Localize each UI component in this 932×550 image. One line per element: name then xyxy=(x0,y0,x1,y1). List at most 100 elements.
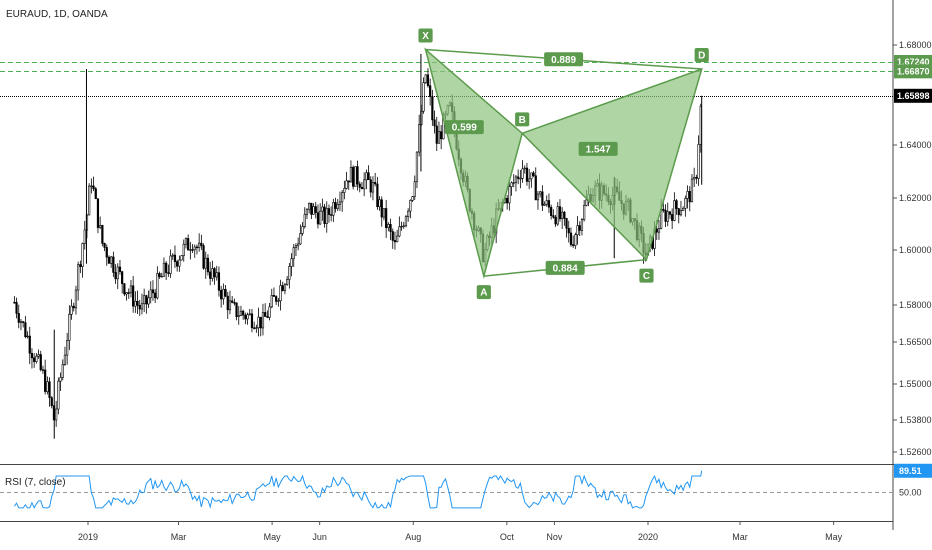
candle-body xyxy=(534,175,537,201)
time-tick-label: 2019 xyxy=(78,532,98,542)
candle-body xyxy=(354,166,357,187)
price-axis[interactable]: 1.68000 1.64000 1.62000 1.60000 1.58000 1.565… xyxy=(893,40,932,457)
candle-body xyxy=(396,235,399,243)
candle-body xyxy=(195,246,199,249)
rsi-value-badge[interactable] xyxy=(894,463,932,478)
candle-body xyxy=(209,271,212,279)
pattern-bcd-triangle[interactable] xyxy=(520,67,703,262)
candle-body xyxy=(539,191,542,195)
time-tick-label: Jun xyxy=(312,532,327,542)
candle-body xyxy=(512,182,515,184)
candle-body xyxy=(59,377,62,382)
candle-body xyxy=(162,262,166,277)
ratio-bcd-text: 1.547 xyxy=(586,144,611,155)
price-tick-label: 1.55000 xyxy=(899,379,932,389)
candle-body xyxy=(435,125,438,144)
price-tick-label: 1.68000 xyxy=(899,40,932,50)
candle-body xyxy=(105,247,108,258)
candle-body xyxy=(127,292,130,294)
candle-body xyxy=(525,167,529,182)
pattern-point-d[interactable]: D xyxy=(694,48,709,63)
candle-body xyxy=(90,185,93,188)
candle-body xyxy=(244,314,247,320)
candle-body xyxy=(88,185,91,216)
candle-body xyxy=(695,177,698,179)
candle-body xyxy=(360,186,364,190)
candle-body xyxy=(204,257,207,269)
chart-frame xyxy=(0,0,932,530)
candle-body xyxy=(580,219,584,231)
candle-body xyxy=(77,264,80,291)
price-tick-label: 1.52600 xyxy=(899,447,932,457)
candle-body xyxy=(519,177,522,180)
ratio-xab[interactable]: 0.599 xyxy=(444,120,484,135)
candle-body xyxy=(272,295,276,297)
ratio-ac[interactable]: 0.884 xyxy=(545,260,585,275)
candle-body xyxy=(101,225,104,244)
candle-body xyxy=(184,238,188,245)
harmonic-pattern[interactable]: X A B C D 0.599 0.884 1.547 0.889 xyxy=(418,28,709,300)
candle-body xyxy=(158,273,161,278)
candle-body xyxy=(299,233,302,245)
candle-body xyxy=(255,327,258,329)
time-axis[interactable]: 2019 Mar May Jun Aug Oct Nov 2020 Mar May xyxy=(78,521,843,542)
candle-body xyxy=(167,272,170,274)
candle-body xyxy=(433,119,436,127)
candle-body xyxy=(48,381,51,398)
candle-body xyxy=(380,199,383,218)
pattern-point-d-text: D xyxy=(698,51,705,62)
candle-body xyxy=(303,214,306,227)
candle-body xyxy=(321,206,324,212)
pattern-point-b[interactable]: B xyxy=(515,112,530,127)
pattern-point-c[interactable]: C xyxy=(639,268,654,283)
candle-body xyxy=(550,206,553,216)
candle-body xyxy=(96,198,100,228)
candle-body xyxy=(517,176,520,179)
candle-body xyxy=(532,172,535,177)
candle-body xyxy=(206,257,210,273)
price-level-label: 1.67240 xyxy=(897,57,930,67)
candle-body xyxy=(514,176,518,183)
candle-body xyxy=(572,244,575,246)
rsi-pane: 89.51 50.00 xyxy=(0,463,932,509)
price-tick-label: 1.64000 xyxy=(899,140,932,150)
candle-body xyxy=(286,279,289,285)
pattern-point-x[interactable]: X xyxy=(418,28,433,43)
rsi-title: RSI (7, close) xyxy=(5,477,66,488)
candle-body xyxy=(250,313,254,329)
candle-body xyxy=(297,243,300,247)
candle-body xyxy=(123,283,126,295)
chart-title: EURAUD, 1D, OANDA xyxy=(6,9,108,20)
candle-body xyxy=(424,74,427,83)
candle-body xyxy=(110,256,113,264)
candle-body xyxy=(404,216,408,227)
candle-body xyxy=(323,206,326,224)
candle-body xyxy=(402,225,405,227)
candle-body xyxy=(367,172,370,181)
ratio-xd[interactable]: 0.889 xyxy=(544,52,584,67)
candle-body xyxy=(17,313,20,323)
pattern-point-a[interactable]: A xyxy=(476,285,491,300)
candle-body xyxy=(154,292,157,299)
candle-body xyxy=(393,240,397,243)
candle-body xyxy=(121,271,124,285)
ratio-bcd[interactable]: 1.547 xyxy=(578,141,618,156)
candle-body xyxy=(147,297,150,305)
candle-body xyxy=(349,167,353,183)
price-level-badge[interactable] xyxy=(894,64,932,79)
price-level-badge[interactable] xyxy=(894,88,932,103)
candle-body xyxy=(136,300,139,306)
candle-body xyxy=(378,199,381,208)
candle-body xyxy=(334,202,337,209)
candle-body xyxy=(312,206,315,215)
pattern-xab-triangle[interactable] xyxy=(424,47,524,280)
candle-body xyxy=(281,285,284,291)
candle-body xyxy=(290,258,293,267)
candle-body xyxy=(202,245,205,269)
candle-body xyxy=(239,310,243,316)
candle-body xyxy=(301,226,304,234)
candle-body xyxy=(283,284,287,291)
candle-body xyxy=(679,210,683,216)
candle-body xyxy=(180,255,183,261)
